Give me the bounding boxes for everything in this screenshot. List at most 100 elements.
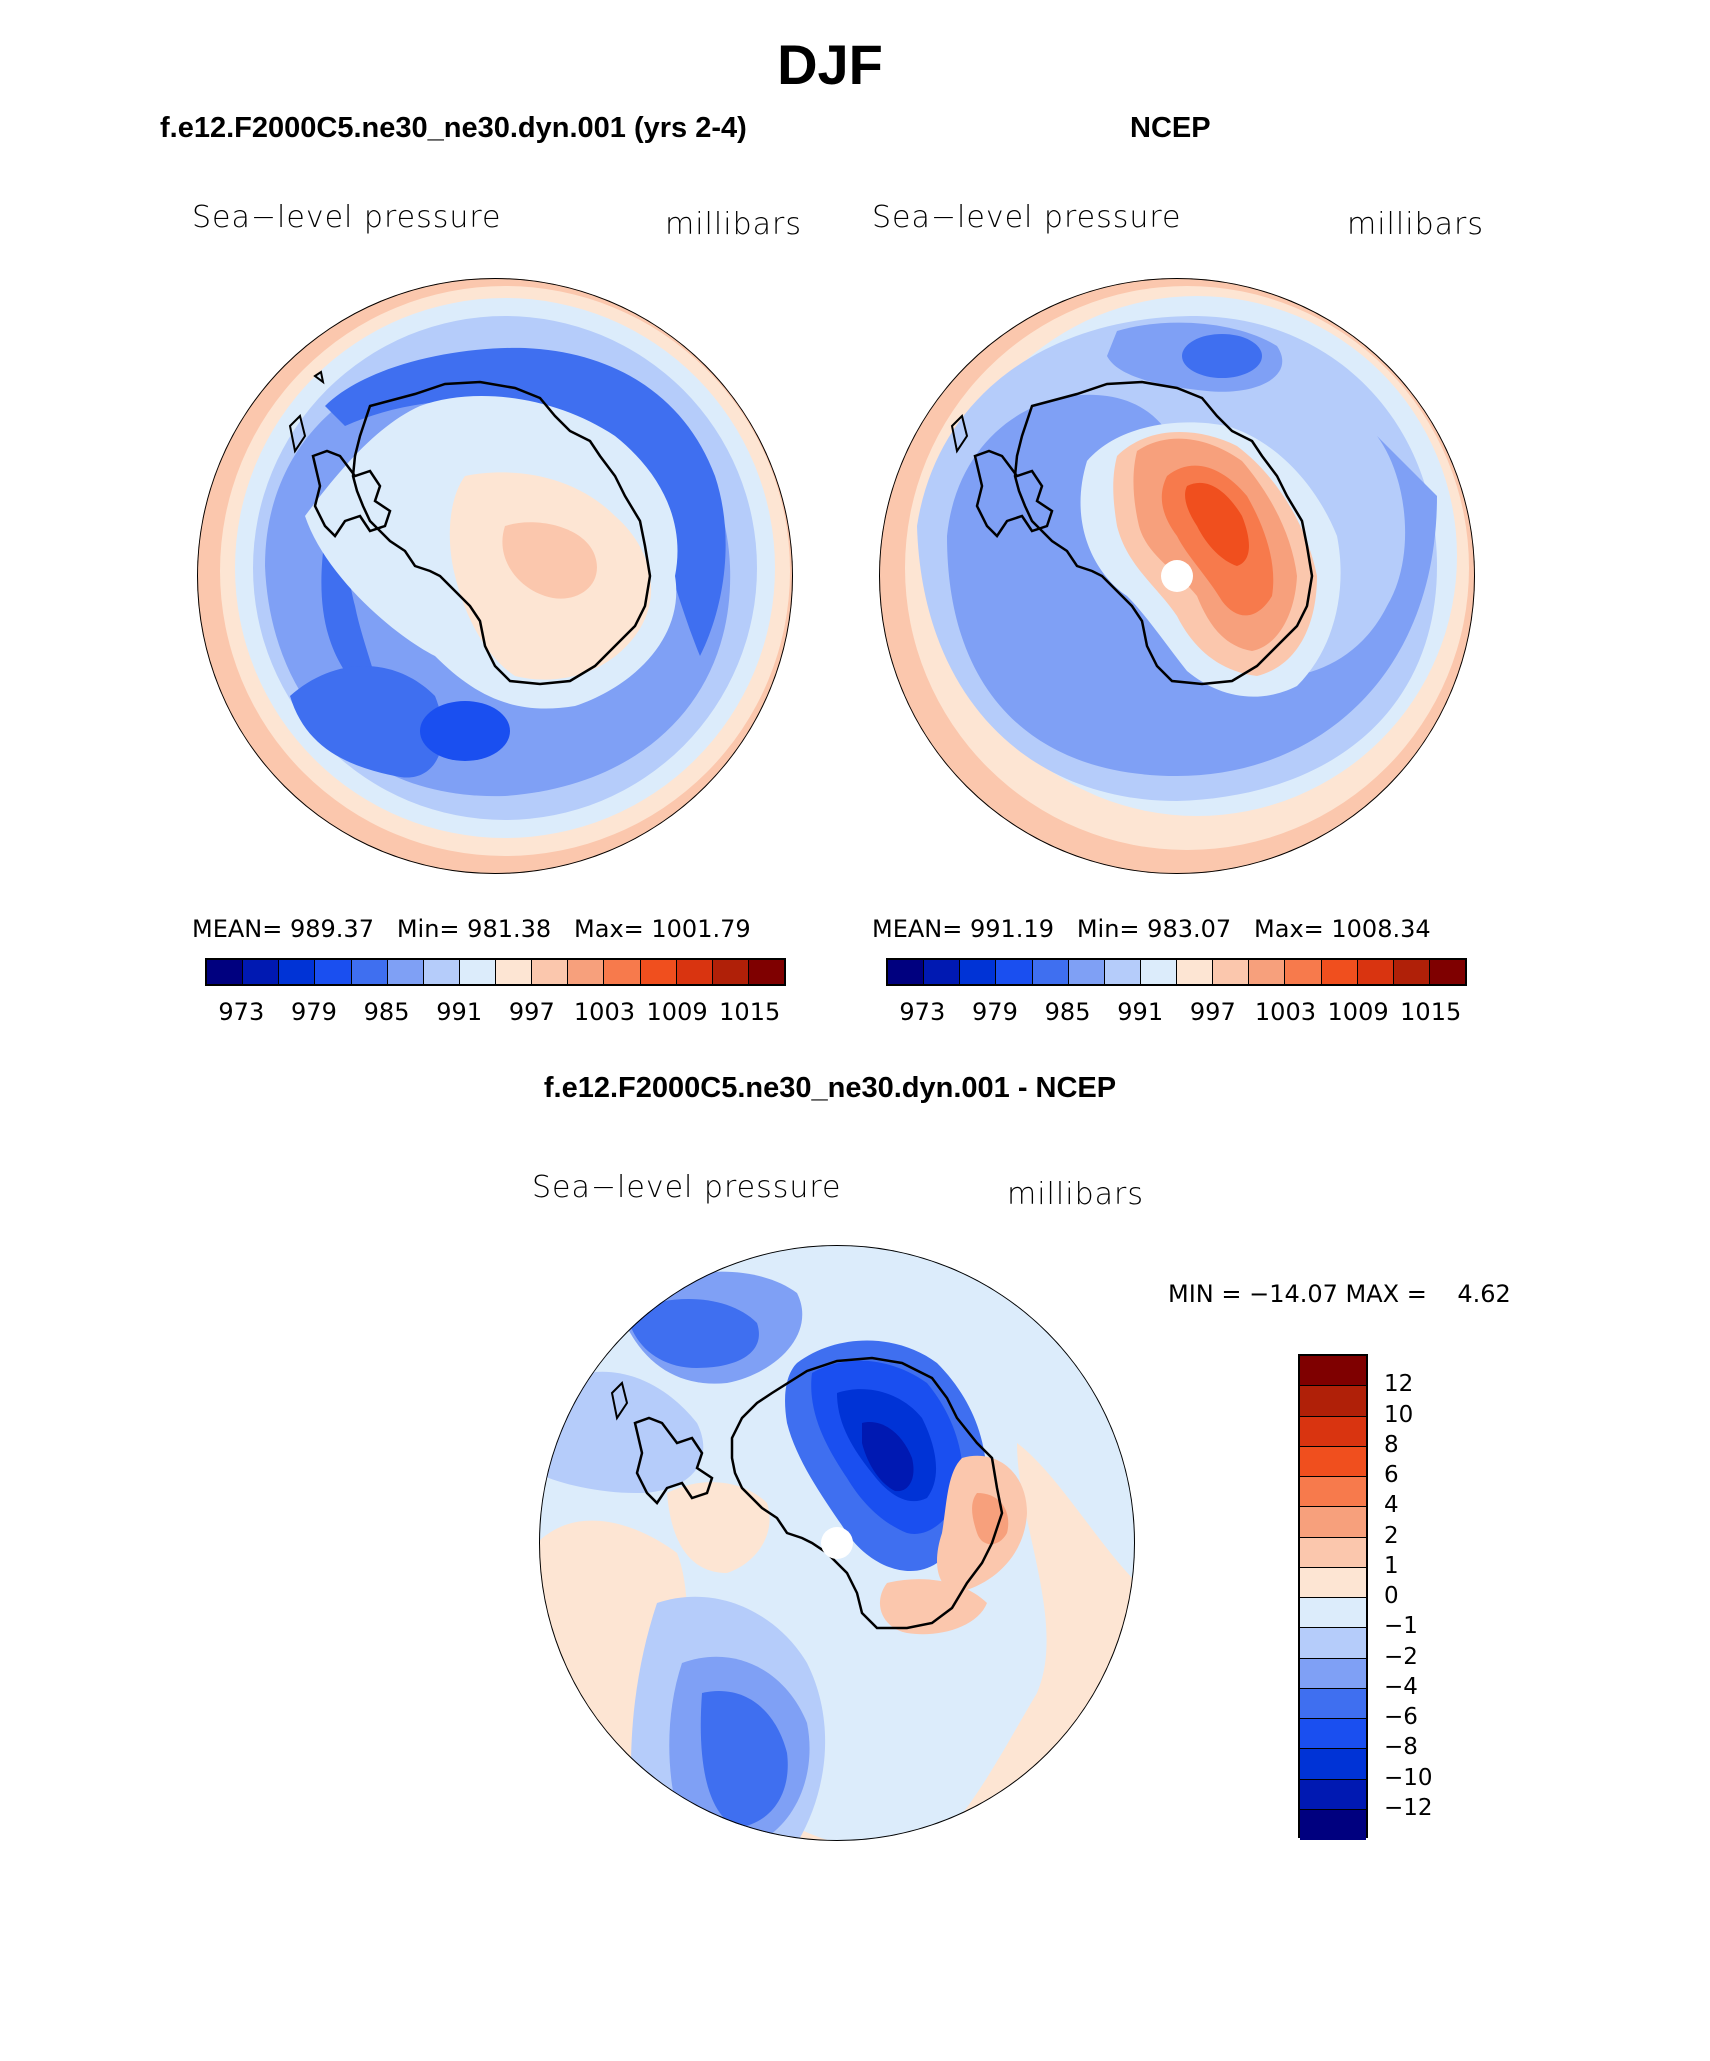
colorbar-cell [1321,960,1358,984]
diff-colorbar-cell [1300,1507,1366,1538]
diff-colorbar-label: −4 [1384,1673,1418,1700]
diff-colorbar-cell [1300,1688,1366,1719]
colorbar-cell [996,960,1033,984]
colorbar-cell [924,960,961,984]
diff-colorbar-label: 8 [1384,1431,1399,1458]
diff-colorbar-cell [1300,1537,1366,1568]
colorbar-tick-label: 1003 [573,998,635,1026]
diff-colorbar-cell [1300,1386,1366,1417]
obs-map [879,278,1475,874]
diff-colorbar-label: 1 [1384,1552,1399,1579]
diff-colorbar-cell [1300,1658,1366,1689]
model-variable-label: Sea−level pressure [192,200,502,235]
colorbar-cell [604,960,641,984]
diff-colorbar-label: 6 [1384,1462,1399,1488]
diff-colorbar-cell [1300,1628,1366,1659]
colorbar-cell [1357,960,1394,984]
model-colorbar-ticks: 973 979 985 991 997 1003 1009 1015 [205,998,786,1028]
colorbar-cell [1285,960,1322,984]
obs-variable-label: Sea−level pressure [872,200,1182,235]
colorbar-tick-label: 1003 [1254,998,1316,1026]
colorbar-tick-label: 997 [508,998,555,1026]
colorbar-tick-label: 1009 [1327,998,1389,1026]
obs-units-label: millibars [1347,207,1484,242]
diff-colorbar-cell [1300,1567,1366,1598]
diff-colorbar-labels: 12 10 8 6 4 2 1 0 −1 −2 −4 −6 −8 −10 −12 [1384,1354,1464,1838]
diff-map [539,1245,1135,1841]
colorbar-cell [1393,960,1430,984]
diff-minmax: MIN = −14.07 MAX = 4.62 [1168,1280,1511,1308]
main-title: DJF [777,33,883,96]
colorbar-tick-label: 991 [1117,998,1164,1026]
obs-colorbar-ticks: 973 979 985 991 997 1003 1009 1015 [886,998,1467,1028]
diff-colorbar-label: 0 [1384,1583,1399,1609]
colorbar-cell [1068,960,1105,984]
diff-colorbar-label: 10 [1384,1401,1414,1428]
colorbar-cell [1140,960,1177,984]
colorbar-cell [1177,960,1214,984]
model-panel-title: f.e12.F2000C5.ne30_ne30.dyn.001 (yrs 2-4… [160,112,747,144]
colorbar-tick-label: 985 [1044,998,1091,1026]
model-map [197,278,793,874]
colorbar-tick-label: 979 [972,998,1018,1026]
colorbar-cell [1429,960,1465,984]
colorbar-cell [1104,960,1141,984]
colorbar-tick-label: 1015 [719,998,781,1026]
colorbar-tick-label: 973 [899,998,946,1026]
colorbar-cell [532,960,569,984]
diff-colorbar-cell [1300,1779,1366,1810]
colorbar-cell [1249,960,1286,984]
diff-colorbar-cell [1300,1809,1366,1840]
colorbar-tick-label: 985 [363,998,410,1026]
colorbar-cell [315,960,352,984]
colorbar-tick-label: 1009 [646,998,708,1026]
colorbar-cell [423,960,460,984]
colorbar-cell [351,960,388,984]
diff-variable-label: Sea−level pressure [532,1170,842,1205]
model-colorbar [205,958,786,986]
diff-colorbar-label: −1 [1384,1613,1418,1640]
diff-colorbar-label: −10 [1384,1764,1433,1791]
colorbar-cell [568,960,605,984]
colorbar-cell [960,960,997,984]
colorbar-cell [496,960,533,984]
diff-colorbar-label: −8 [1384,1734,1418,1761]
colorbar-cell [888,960,925,984]
diff-colorbar [1298,1354,1368,1840]
colorbar-tick-label: 1015 [1400,998,1462,1026]
colorbar-cell [279,960,316,984]
model-units-label: millibars [665,207,802,242]
obs-panel-title: NCEP [1130,112,1211,144]
colorbar-cell [748,960,784,984]
diff-colorbar-label: −12 [1384,1794,1433,1821]
colorbar-cell [387,960,424,984]
diff-colorbar-cell [1300,1356,1366,1387]
diff-units-label: millibars [1007,1177,1144,1212]
colorbar-cell [1213,960,1250,984]
colorbar-tick-label: 979 [291,998,337,1026]
colorbar-cell [676,960,713,984]
obs-stats: MEAN= 991.19 Min= 983.07 Max= 1008.34 [872,915,1431,943]
colorbar-cell [243,960,280,984]
colorbar-cell [712,960,749,984]
colorbar-cell [459,960,496,984]
diff-colorbar-cell [1300,1749,1366,1780]
diff-colorbar-cell [1300,1477,1366,1508]
diff-colorbar-label: −6 [1384,1704,1418,1730]
colorbar-cell [207,960,244,984]
model-stats: MEAN= 989.37 Min= 981.38 Max= 1001.79 [192,915,751,943]
obs-colorbar [886,958,1467,986]
colorbar-cell [640,960,677,984]
diff-colorbar-label: −2 [1384,1643,1418,1670]
diff-colorbar-cell [1300,1719,1366,1750]
colorbar-cell [1032,960,1069,984]
diff-title: f.e12.F2000C5.ne30_ne30.dyn.001 - NCEP [543,1072,1117,1104]
diff-colorbar-label: 2 [1384,1522,1399,1549]
diff-colorbar-cell [1300,1598,1366,1629]
colorbar-tick-label: 991 [436,998,483,1026]
diff-colorbar-label: 4 [1384,1492,1399,1519]
diff-colorbar-label: 12 [1384,1371,1414,1398]
colorbar-tick-label: 997 [1189,998,1236,1026]
diff-colorbar-cell [1300,1416,1366,1447]
colorbar-tick-label: 973 [218,998,265,1026]
